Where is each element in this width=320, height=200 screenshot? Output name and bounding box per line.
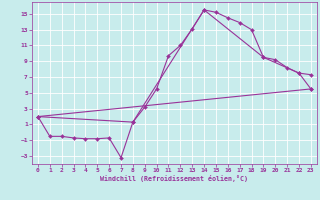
X-axis label: Windchill (Refroidissement éolien,°C): Windchill (Refroidissement éolien,°C) — [100, 175, 248, 182]
